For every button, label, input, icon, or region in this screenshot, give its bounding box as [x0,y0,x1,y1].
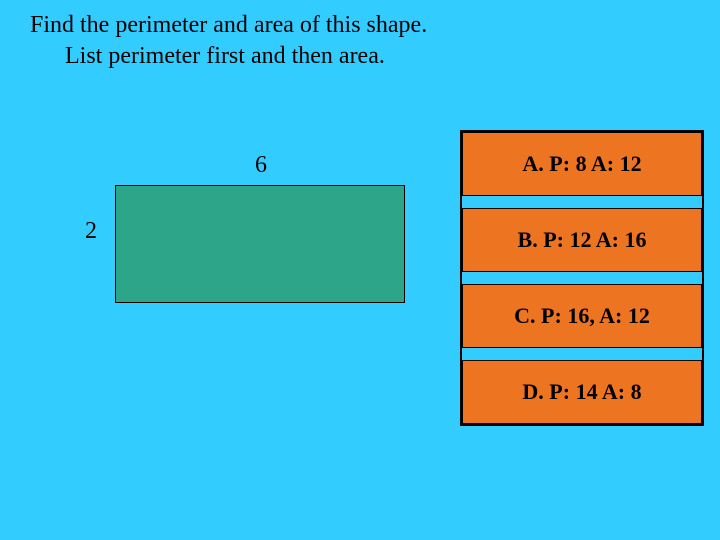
rectangle-shape [115,185,405,303]
answer-option-d[interactable]: D. P: 14 A: 8 [462,360,702,424]
shape-width-label: 6 [255,152,267,179]
answer-option-c[interactable]: C. P: 16, A: 12 [462,284,702,348]
answer-option-b[interactable]: B. P: 12 A: 16 [462,208,702,272]
answer-option-a[interactable]: A. P: 8 A: 12 [462,132,702,196]
question-line-1: Find the perimeter and area of this shap… [30,10,427,41]
question-text: Find the perimeter and area of this shap… [30,10,427,72]
shape-height-label: 2 [85,218,97,245]
question-line-2: List perimeter first and then area. [30,41,427,72]
answers-panel: A. P: 8 A: 12 B. P: 12 A: 16 C. P: 16, A… [460,130,704,426]
